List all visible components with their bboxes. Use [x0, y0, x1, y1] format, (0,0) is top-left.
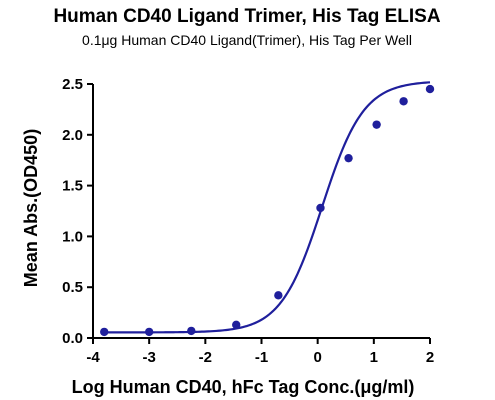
y-tick-label: 1.5: [62, 178, 83, 195]
x-tick-label: 2: [426, 349, 434, 366]
data-point: [144, 327, 154, 337]
x-tick-label: -2: [199, 349, 212, 366]
x-tick-label: 0: [313, 349, 321, 366]
y-tick-label: 0.5: [62, 279, 83, 296]
data-point: [274, 291, 283, 300]
fit-curve: [104, 81, 431, 334]
data-point: [187, 326, 196, 336]
data-point: [232, 320, 241, 329]
y-axis-label: Mean Abs.(OD450): [21, 129, 41, 287]
x-tick-label: -3: [142, 349, 155, 366]
y-tick-label: 0.0: [62, 330, 83, 347]
plot-area: -4 -3 -2 -1 0 1 2 0.0 0.5 1.0 1.5 2.0 2.5: [62, 76, 435, 366]
x-tick-label: 1: [370, 349, 378, 366]
data-point: [399, 97, 408, 106]
data-point: [425, 84, 435, 94]
x-tick-label: -4: [86, 349, 100, 366]
data-point: [344, 153, 353, 163]
data-points: [100, 84, 435, 337]
data-point: [100, 327, 109, 337]
y-tick-label: 1.0: [62, 228, 83, 245]
chart-subtitle: 0.1μg Human CD40 Ligand(Trimer), His Tag…: [82, 32, 412, 48]
x-axis-label: Log Human CD40, hFc Tag Conc.(μg/ml): [72, 377, 415, 397]
axis-ticks: -4 -3 -2 -1 0 1 2 0.0 0.5 1.0 1.5 2.0 2.5: [62, 76, 434, 366]
x-tick-label: -1: [255, 349, 268, 366]
data-point: [372, 120, 381, 129]
y-tick-label: 2.5: [62, 76, 83, 93]
fit-curve-group: [104, 81, 431, 334]
y-tick-label: 2.0: [62, 127, 83, 144]
data-point: [316, 203, 325, 213]
chart-title: Human CD40 Ligand Trimer, His Tag ELISA: [53, 6, 440, 27]
